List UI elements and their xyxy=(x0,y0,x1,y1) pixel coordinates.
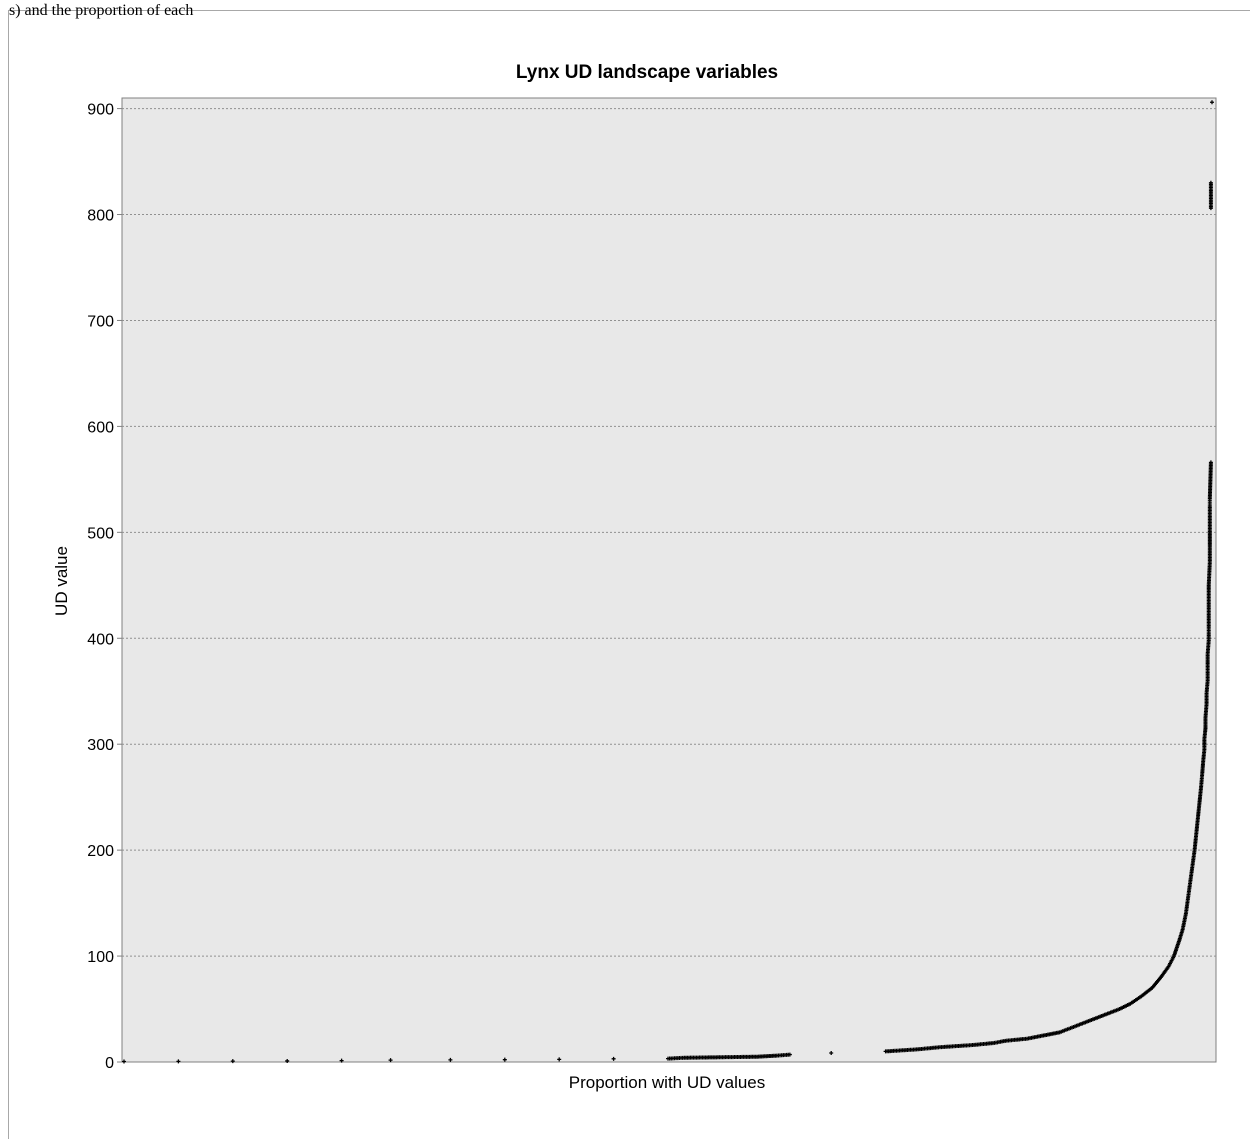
data-point xyxy=(1208,460,1213,465)
data-point xyxy=(557,1057,562,1062)
y-tick-label: 200 xyxy=(87,843,114,860)
data-point xyxy=(502,1057,507,1062)
data-point xyxy=(388,1058,393,1063)
data-point xyxy=(285,1058,290,1063)
data-point xyxy=(1210,100,1214,105)
data-point xyxy=(829,1051,834,1055)
clipped-caption-text: s) and the proportion of each xyxy=(9,2,194,19)
figure-panel: s) and the proportion of each Lynx UD la… xyxy=(8,2,1250,1139)
y-tick-label: 100 xyxy=(87,949,114,966)
data-point xyxy=(122,1059,126,1064)
data-point xyxy=(787,1052,792,1057)
data-point xyxy=(230,1059,235,1064)
data-points xyxy=(122,100,1214,1064)
y-tick-label: 600 xyxy=(87,419,114,436)
data-point xyxy=(611,1056,616,1061)
plot-area xyxy=(121,97,1217,1063)
y-tick-label: 700 xyxy=(87,313,114,330)
y-tick-label: 900 xyxy=(87,102,114,119)
x-axis-label: Proportion with UD values xyxy=(569,1073,766,1092)
scatter-chart: Lynx UD landscape variables 0 100 200 300 40… xyxy=(52,62,1217,1092)
data-point xyxy=(1208,180,1213,185)
y-axis-ticks: 0 100 200 300 400 500 600 700 800 900 xyxy=(87,102,122,1072)
y-axis-label: UD value xyxy=(52,546,71,616)
data-point xyxy=(339,1058,344,1063)
y-tick-label: 400 xyxy=(87,631,114,648)
data-point xyxy=(448,1057,453,1062)
y-tick-label: 500 xyxy=(87,525,114,542)
y-tick-label: 800 xyxy=(87,208,114,225)
y-tick-label: 300 xyxy=(87,737,114,754)
data-point xyxy=(176,1059,181,1064)
y-tick-label: 0 xyxy=(105,1055,114,1072)
chart-title: Lynx UD landscape variables xyxy=(516,62,778,83)
